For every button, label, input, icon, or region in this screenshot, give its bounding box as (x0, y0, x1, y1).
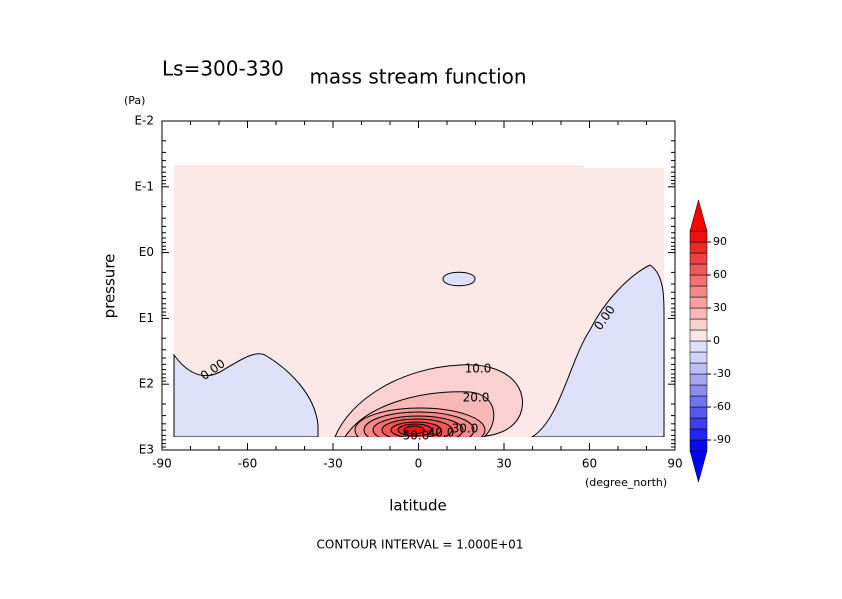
x-axis-label: latitude (389, 497, 447, 515)
x-tick-label: 90 (667, 457, 682, 471)
colorbar-tick-label: 30 (713, 301, 727, 314)
footer: CONTOUR INTERVAL = 1.000E+01 (317, 538, 524, 552)
contour-region (531, 264, 665, 437)
colorbar-box (689, 351, 708, 364)
colorbar-box (689, 384, 708, 397)
colorbar-box (689, 428, 708, 441)
contour-label: 20.0 (463, 391, 490, 405)
colorbar-extend-high (689, 199, 708, 232)
colorbar-tick-label: -30 (713, 367, 731, 380)
subtitle: Ls=300-330 (162, 57, 284, 81)
colorbar-box (689, 362, 708, 375)
colorbar-box (689, 263, 708, 276)
colorbar-box (689, 395, 708, 408)
y-tick-label: E2 (139, 377, 154, 391)
x-tick-label: -90 (152, 457, 172, 471)
colorbar-box (689, 285, 708, 298)
colorbar-box (689, 318, 708, 331)
y-tick-label: E-1 (134, 179, 154, 193)
colorbar-tick-label: -90 (713, 433, 731, 446)
colorbar-box (689, 307, 708, 320)
colorbar-box (689, 274, 708, 287)
colorbar-box (689, 417, 708, 430)
colorbar-box (689, 296, 708, 309)
contour-region (174, 165, 664, 437)
y-unit: (Pa) (124, 94, 145, 107)
colorbar-tick-label: 0 (713, 334, 720, 347)
contour-label: 30.0 (452, 422, 479, 436)
colorbar-box (689, 439, 708, 452)
y-tick-label: E0 (139, 245, 154, 259)
chart-title: mass stream function (309, 65, 526, 89)
colorbar-tick-label: 90 (713, 235, 727, 248)
colorbar-box (689, 252, 708, 265)
contour-region (173, 353, 319, 437)
contour-label: 10.0 (465, 362, 492, 376)
colorbar-box (689, 406, 708, 419)
x-tick-label: 30 (496, 457, 511, 471)
y-tick-label: E3 (139, 443, 154, 457)
colorbar-extend-low (689, 450, 708, 483)
x-tick-label: 60 (582, 457, 597, 471)
y-tick-label: E1 (139, 311, 154, 325)
y-tick-label: E-2 (134, 114, 154, 128)
x-unit: (degree_north) (585, 476, 667, 489)
y-axis-label: pressure (101, 254, 119, 319)
colorbar-box (689, 373, 708, 386)
colorbar-tick-label: 60 (713, 268, 727, 281)
contour-region (403, 425, 425, 435)
x-tick-label: -30 (323, 457, 343, 471)
contour-label: 40.0 (428, 426, 455, 440)
colorbar-box (689, 241, 708, 254)
contour-region (442, 271, 476, 287)
x-tick-label: -60 (238, 457, 258, 471)
contour-label: 50.0 (403, 429, 430, 443)
colorbar-box (689, 230, 708, 243)
colorbar-box (689, 329, 708, 342)
colorbar-box (689, 340, 708, 353)
colorbar-tick-label: -60 (713, 400, 731, 413)
x-tick-label: 0 (415, 457, 423, 471)
contour-fill (173, 165, 665, 437)
